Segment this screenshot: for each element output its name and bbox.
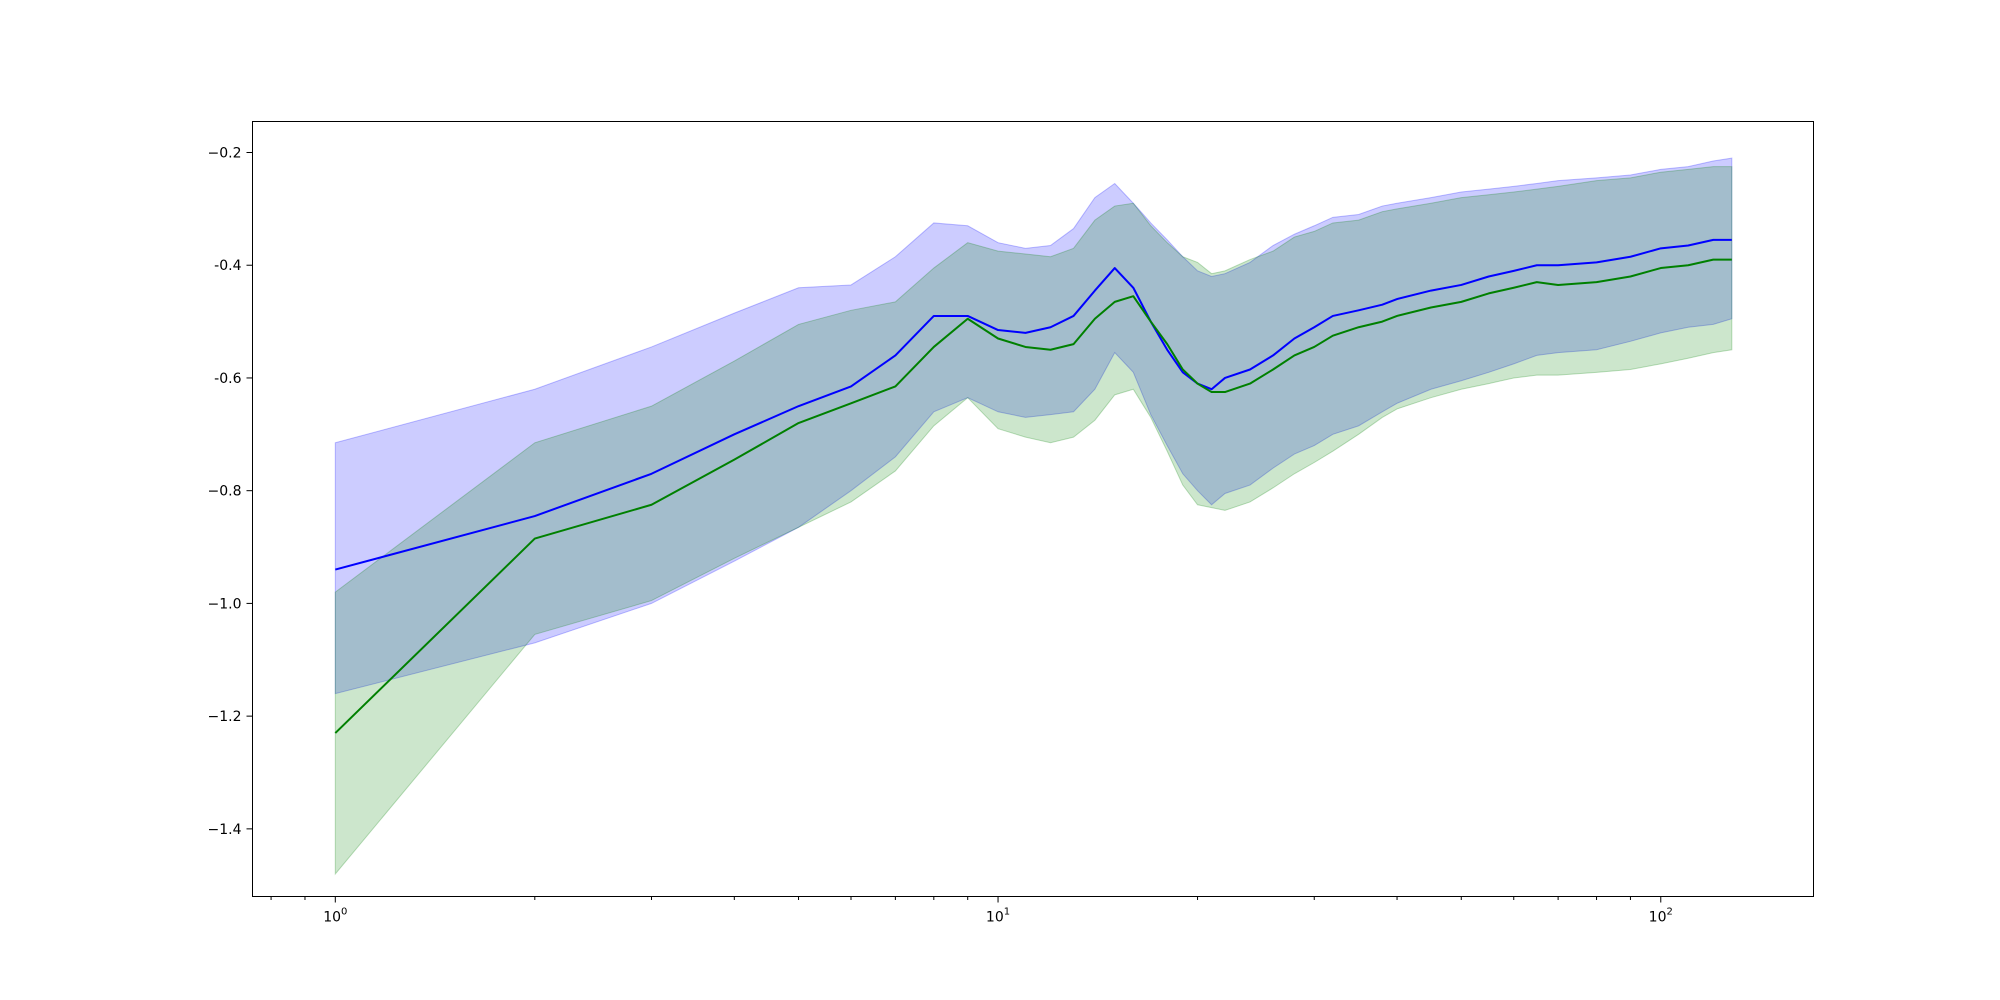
y-tick-label: −0.8 (208, 484, 242, 500)
x-tick-label: 101 (986, 907, 1010, 926)
series-2-band (334, 166, 1733, 876)
series-1-line (335, 238, 1732, 571)
y-tick-label: −1.2 (208, 709, 242, 725)
y-axis: −0.2 -0.4 -0.6 −0.8 −1.0 −1.2 −1.4 (208, 146, 253, 838)
series-lines (334, 238, 1732, 734)
series-2-line (334, 258, 1732, 734)
y-tick-label: −1.4 (208, 822, 242, 838)
y-tick-label: -0.6 (214, 371, 241, 387)
x-axis: 100 101 102 (270, 896, 1673, 926)
plot-frame (252, 121, 1814, 897)
y-tick-label: -0.4 (214, 258, 241, 274)
series-1-band (334, 157, 1733, 695)
confidence-bands (334, 157, 1733, 876)
x-tick-label: 102 (1649, 907, 1673, 926)
x-tick-label: 100 (323, 907, 347, 926)
y-tick-label: −1.0 (208, 596, 242, 612)
y-tick-label: −0.2 (208, 146, 242, 162)
